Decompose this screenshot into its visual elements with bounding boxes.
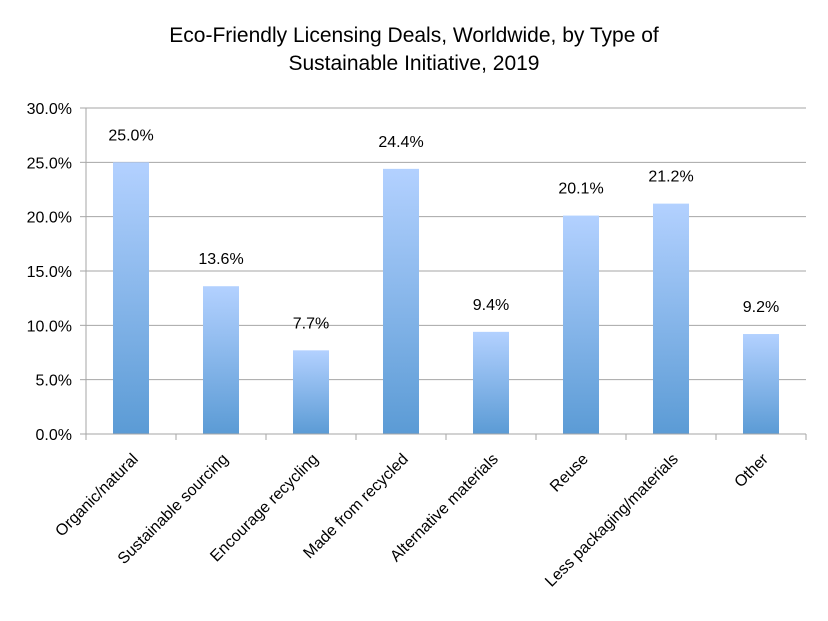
y-tick-label: 10.0% (27, 318, 72, 335)
y-tick-label: 5.0% (36, 373, 72, 390)
data-label: 25.0% (108, 127, 153, 144)
y-tick-label: 0.0% (36, 427, 72, 444)
y-tick-label: 25.0% (27, 155, 72, 172)
data-label: 9.2% (743, 299, 779, 316)
data-label: 13.6% (198, 251, 243, 268)
chart-title-line-2: Sustainable Initiative, 2019 (288, 52, 539, 75)
data-label: 24.4% (378, 134, 423, 151)
bar (473, 331, 509, 434)
data-label: 20.1% (558, 181, 603, 198)
y-tick-label: 15.0% (27, 264, 72, 281)
data-label: 9.4% (473, 297, 509, 314)
y-tick-label: 20.0% (27, 210, 72, 227)
bar (293, 350, 329, 434)
chart-title-line-1: Eco-Friendly Licensing Deals, Worldwide,… (169, 24, 659, 47)
bar (743, 334, 779, 434)
bar (383, 168, 419, 434)
bars (113, 162, 779, 435)
bar (653, 203, 689, 434)
bar (203, 286, 239, 434)
bar (563, 215, 599, 434)
x-category-label: Organic/natural (52, 451, 141, 540)
x-category-label: Other (732, 450, 773, 491)
axes (80, 107, 807, 440)
gridlines (86, 107, 806, 381)
x-category-label: Reuse (547, 451, 592, 496)
y-tick-label: 30.0% (27, 101, 72, 118)
bar (113, 162, 149, 435)
data-label: 21.2% (648, 169, 693, 186)
data-label: 7.7% (293, 315, 329, 332)
